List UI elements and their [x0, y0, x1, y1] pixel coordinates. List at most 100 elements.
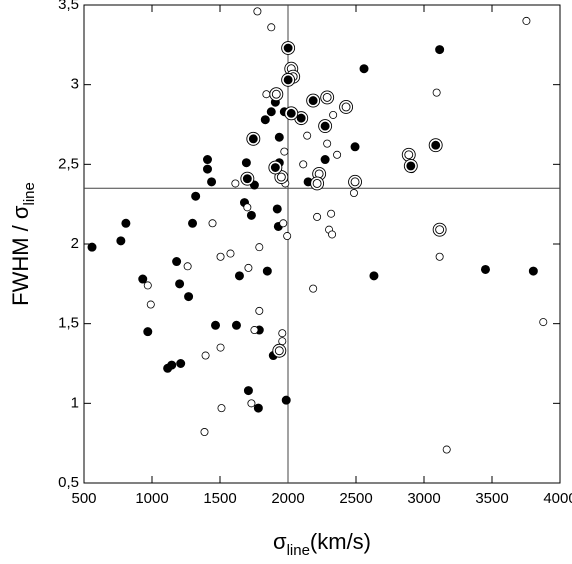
point: [323, 139, 332, 148]
point: [309, 284, 318, 293]
point: [226, 249, 235, 258]
point: [176, 359, 186, 368]
point: [432, 88, 441, 97]
point: [281, 395, 291, 405]
point: [121, 218, 131, 228]
point: [202, 164, 212, 174]
point: [143, 327, 153, 337]
point: [216, 343, 225, 352]
x-tick-label: 2500: [339, 490, 372, 507]
ring: [283, 43, 293, 53]
ring: [270, 163, 280, 172]
ring: [276, 172, 286, 182]
point: [172, 257, 182, 267]
ring-point: [281, 72, 296, 87]
point: [262, 90, 271, 99]
ring-point: [318, 119, 333, 134]
x-tick-label: 1000: [135, 490, 168, 507]
y-title-main: FWHM / σ: [8, 205, 33, 306]
point: [435, 45, 445, 55]
point: [138, 274, 148, 284]
point: [278, 329, 287, 338]
point: [255, 306, 264, 315]
point: [143, 281, 152, 290]
point: [442, 445, 451, 454]
ring-point: [281, 41, 296, 55]
ring-point: [428, 138, 443, 153]
point: [320, 155, 330, 165]
ring-point: [403, 158, 418, 173]
point: [303, 131, 312, 140]
y-tick-label: 0,5: [58, 474, 79, 491]
point: [313, 212, 322, 221]
point: [243, 386, 253, 396]
point: [188, 218, 198, 228]
point: [328, 230, 337, 239]
point: [349, 189, 358, 198]
ring: [350, 177, 360, 187]
point: [184, 292, 194, 302]
ring: [435, 225, 445, 235]
point: [211, 320, 221, 330]
ring-point: [339, 100, 354, 114]
ring: [404, 150, 414, 160]
ring-point: [284, 106, 299, 121]
point: [279, 219, 288, 228]
ring: [296, 113, 306, 123]
ring: [308, 96, 318, 106]
x-tick-label: 1500: [203, 490, 236, 507]
point: [480, 264, 490, 274]
point: [183, 262, 192, 271]
point: [299, 160, 308, 169]
ring: [271, 89, 281, 99]
ring-point: [348, 174, 362, 189]
y-tick-label: 1: [71, 394, 79, 411]
point: [359, 64, 369, 74]
y-tick-label: 3,5: [58, 0, 79, 13]
point: [528, 266, 538, 276]
point: [539, 318, 548, 327]
ring: [431, 140, 441, 150]
ring-point: [240, 171, 255, 186]
x-title-unit: (km/s): [310, 529, 371, 554]
point: [255, 243, 264, 252]
point: [260, 115, 270, 125]
point: [280, 147, 289, 156]
point: [266, 107, 276, 117]
point: [350, 142, 360, 152]
point: [327, 209, 336, 218]
point: [207, 177, 217, 187]
ring-point: [401, 147, 416, 162]
y-title-subscript: line: [21, 182, 38, 205]
x-title-subscript: line: [287, 542, 310, 559]
point: [217, 404, 226, 413]
point: [202, 155, 212, 165]
point: [167, 360, 177, 370]
point: [272, 204, 282, 214]
x-axis-title: σline(km/s): [273, 529, 371, 559]
y-tick-label: 3: [71, 76, 79, 93]
y-axis-title: FWHM / σline: [8, 182, 38, 306]
point: [146, 300, 155, 309]
y-tick-label: 2,5: [58, 155, 79, 172]
ring-point: [320, 90, 335, 105]
point: [250, 326, 259, 335]
point: [87, 242, 97, 252]
point: [243, 203, 252, 212]
x-tick-label: 3000: [407, 490, 440, 507]
point: [329, 110, 338, 119]
ring: [322, 92, 332, 102]
point: [216, 252, 225, 261]
x-tick-label: 500: [71, 490, 96, 507]
y-tick-label: 2: [71, 235, 79, 252]
point: [253, 403, 263, 413]
point: [241, 158, 251, 168]
point: [283, 232, 292, 241]
point: [333, 150, 342, 159]
x-title-symbol: σ: [273, 529, 287, 554]
point: [116, 236, 126, 246]
point: [244, 263, 253, 272]
point: [267, 23, 276, 32]
ring: [286, 108, 296, 118]
